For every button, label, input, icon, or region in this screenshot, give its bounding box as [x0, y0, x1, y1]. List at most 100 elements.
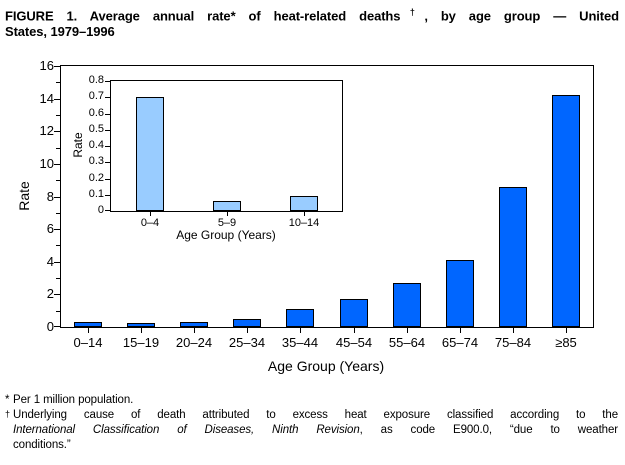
main-plot-area: 0 2 4 6 8 10 12 14 16 0–14 15–19 20–24 25–34 35–44 45–…: [40, 58, 594, 350]
footnote-dagger-line3: conditions.”: [13, 439, 71, 451]
footnote-italic-citation: International Classification of Diseases…: [13, 424, 360, 436]
x-axis-tick: [304, 211, 305, 216]
y-axis-major-tick: [105, 146, 111, 147]
x-tick-label: 65–74: [441, 335, 479, 350]
main-chart-bar: [340, 299, 368, 327]
y-tick-label: 4: [46, 254, 54, 269]
main-chart-bar: [127, 323, 155, 327]
y-axis-major-tick: [54, 262, 61, 263]
x-tick-label: 45–54: [335, 335, 373, 350]
y-tick-label: 0.5: [88, 123, 104, 135]
x-axis-tick: [566, 327, 567, 333]
x-tick-label: 35–44: [281, 335, 319, 350]
y-tick-label: 0.8: [88, 74, 104, 86]
x-axis-tick: [460, 327, 461, 333]
y-tick-label: 16: [39, 58, 54, 73]
dagger-marker: †: [5, 409, 10, 419]
y-axis-major-tick: [105, 114, 111, 115]
y-axis-major-tick: [105, 130, 111, 131]
x-axis-tick: [354, 327, 355, 333]
y-tick-label: 0: [46, 319, 54, 334]
y-axis-major-tick: [54, 229, 61, 230]
x-tick-label: 55–64: [388, 335, 426, 350]
y-tick-label: 0.4: [88, 139, 104, 151]
asterisk-marker: *: [5, 394, 10, 406]
x-axis-tick: [194, 327, 195, 333]
y-axis-minor-tick: [56, 82, 61, 83]
y-axis-major-tick: [54, 197, 61, 198]
x-tick-label: 20–24: [175, 335, 213, 350]
footnote-asterisk-text: Per 1 million population.: [13, 394, 134, 406]
y-tick-label: 0.3: [88, 155, 104, 167]
x-tick-label: ≥85: [555, 335, 577, 350]
footnote-asterisk: * Per 1 million population.: [5, 393, 618, 408]
y-axis-major-tick: [54, 294, 61, 295]
x-axis-tick: [247, 327, 248, 333]
y-axis-major-tick: [54, 164, 61, 165]
y-tick-label: 10: [39, 156, 54, 171]
y-tick-label: 0.1: [88, 188, 104, 200]
y-axis-major-tick: [105, 195, 111, 196]
y-axis-minor-tick: [56, 213, 61, 214]
footnote-dagger-text2: , as code E900.0, “due to weather: [359, 424, 618, 436]
main-chart-bar: [552, 95, 580, 327]
y-tick-label: 2: [46, 286, 54, 301]
x-tick-label: 0–14: [73, 335, 103, 350]
x-tick-label: 10–14: [288, 217, 320, 229]
x-tick-label: 5–9: [217, 217, 237, 229]
footnotes: * Per 1 million population. † Underlying c…: [5, 393, 618, 453]
y-axis-major-tick: [54, 131, 61, 132]
inset-chart-bar: [290, 196, 318, 211]
y-axis-major-tick: [54, 66, 61, 67]
y-tick-label: 12: [39, 123, 54, 138]
y-tick-label: 14: [39, 91, 54, 106]
y-axis-minor-tick: [56, 115, 61, 116]
x-tick-label: 15–19: [122, 335, 160, 350]
x-tick-label: 25–34: [228, 335, 266, 350]
title-part1: FIGURE 1. Average annual rate* of heat-r…: [5, 8, 401, 24]
y-axis-major-tick: [54, 99, 61, 100]
x-axis-tick: [300, 327, 301, 333]
y-axis-major-tick: [105, 179, 111, 180]
x-axis-tick: [150, 211, 151, 216]
y-tick-label: 0.7: [88, 90, 104, 102]
x-axis-tick: [407, 327, 408, 333]
y-axis-minor-tick: [56, 148, 61, 149]
y-axis-major-tick: [105, 81, 111, 82]
x-axis-tick: [227, 211, 228, 216]
x-axis-tick: [141, 327, 142, 333]
inset-chart-bar: [213, 201, 241, 211]
main-chart-bar: [233, 319, 261, 327]
x-tick-label: 0–4: [140, 217, 160, 229]
y-tick-label: 0: [97, 204, 104, 216]
footnote-dagger-line1: † Underlying cause of death attributed to…: [5, 408, 618, 423]
y-axis-minor-tick: [56, 311, 61, 312]
y-axis-major-tick: [54, 326, 61, 327]
main-y-axis-label: Rate: [16, 181, 32, 211]
main-chart-bar: [286, 309, 314, 327]
y-tick-label: 0.2: [88, 172, 104, 184]
x-axis-tick: [513, 327, 514, 333]
footnote-dagger-text1: Underlying cause of death attributed to …: [13, 409, 618, 421]
y-tick-label: 0.6: [88, 107, 104, 119]
y-axis-minor-tick: [56, 245, 61, 246]
y-axis-major-tick: [105, 210, 111, 211]
dagger-superscript: †: [400, 7, 425, 17]
main-x-axis-label: Age Group (Years): [267, 358, 385, 374]
y-axis-major-tick: [105, 97, 111, 98]
x-axis-tick: [88, 327, 89, 333]
figure-title-line1: FIGURE 1. Average annual rate* of heat-r…: [5, 4, 619, 24]
figure-title-line2: States, 1979–1996: [5, 24, 115, 40]
main-chart-bar: [499, 187, 527, 327]
y-axis-minor-tick: [56, 180, 61, 181]
inset-x-axis-label: Age Group (Years): [176, 228, 276, 242]
title-part2: , by age group — United: [424, 8, 619, 24]
y-tick-label: 8: [46, 189, 54, 204]
main-chart-bar: [393, 283, 421, 327]
y-axis-major-tick: [105, 162, 111, 163]
inset-plot-area: 0 0.1 0.2 0.3 0.4 0.5 0.6 0.7 0.8 0–4 5–9 10–14: [89, 74, 343, 229]
main-chart-bar: [74, 322, 102, 327]
main-chart-bar: [446, 260, 474, 327]
inset-chart-bar: [136, 97, 164, 211]
